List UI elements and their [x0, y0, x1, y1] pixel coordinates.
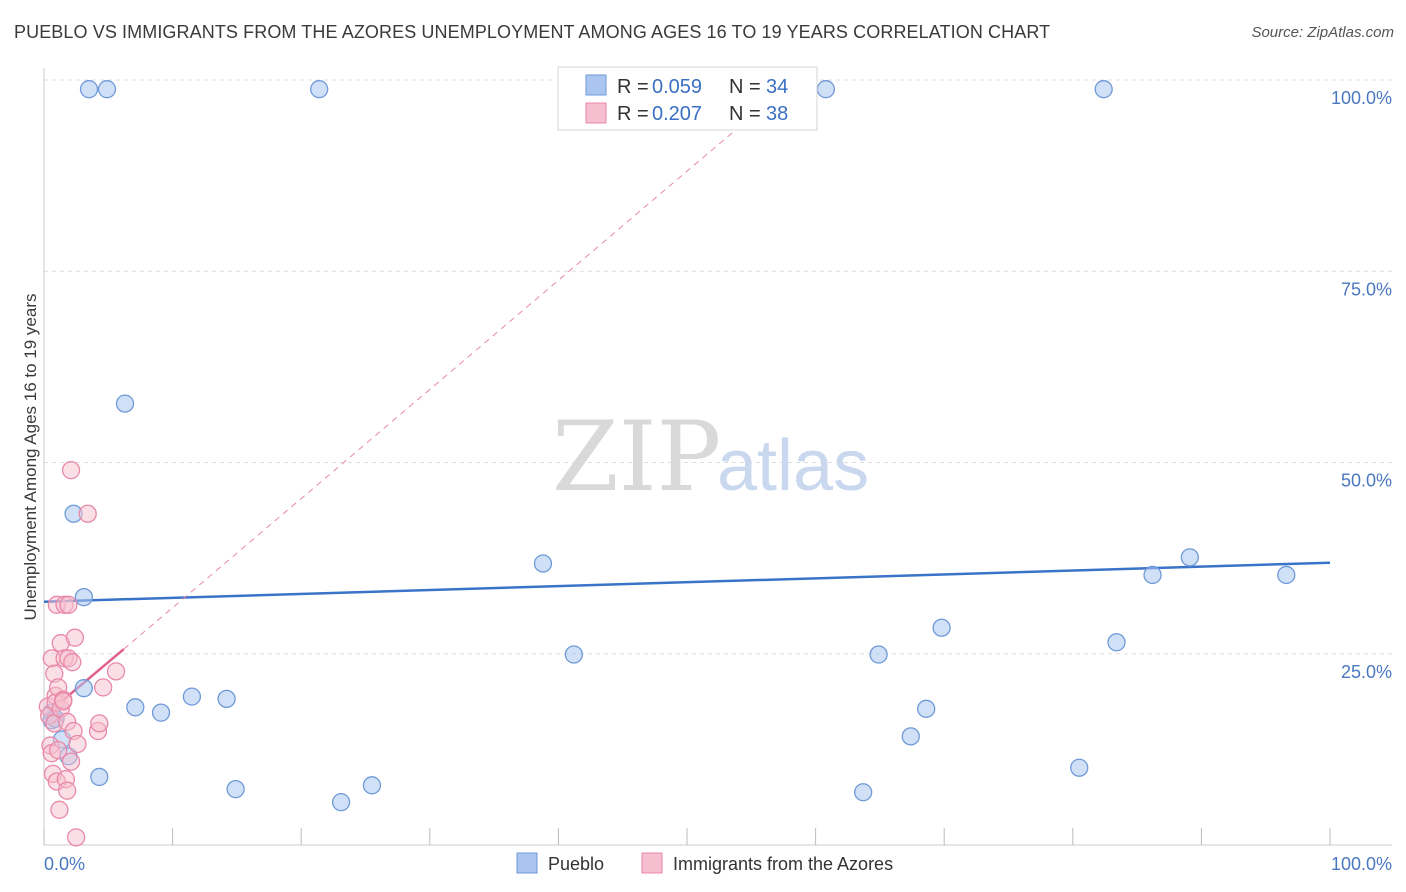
pueblo-point-19 [226, 780, 245, 799]
pueblo-point-22 [533, 554, 553, 573]
azores-n-label: N = [729, 103, 761, 125]
azores-point-22 [57, 781, 77, 800]
pueblo-trend-line [43, 561, 1331, 603]
pueblo-point-21 [362, 776, 382, 795]
pueblo-point-33 [1277, 565, 1296, 585]
azores-point-36 [94, 678, 113, 697]
bottom-legend-pueblo-swatch [516, 852, 538, 874]
data-points [38, 80, 1296, 847]
pueblo-swatch [585, 74, 607, 96]
azores-point-14 [50, 800, 69, 819]
pueblo-point-13 [90, 767, 109, 787]
azores-point-18 [54, 692, 73, 711]
azores-r-value: 0.207 [652, 103, 702, 125]
x-tick-label-max: 100.0% [1331, 854, 1392, 874]
stats-legend: R = 0.059 N = 34 R = 0.207 N = 38 [557, 66, 818, 131]
pueblo-point-26 [901, 727, 920, 746]
azores-point-32 [68, 734, 87, 754]
pueblo-point-30 [1107, 633, 1126, 652]
azores-point-25 [59, 595, 78, 614]
pueblo-n-value: 34 [766, 76, 788, 98]
x-tick-labels: 0.0% 100.0% [44, 854, 1392, 874]
azores-point-28 [63, 653, 82, 672]
source-credit: Source: ZipAtlas.com [1251, 24, 1394, 41]
pueblo-r-value: 0.059 [652, 76, 702, 98]
bottom-legend-azores-swatch [641, 852, 663, 874]
pueblo-point-28 [932, 618, 951, 637]
pueblo-point-0 [79, 80, 99, 99]
pueblo-point-31 [1143, 565, 1162, 585]
y-tick-label-75: 75.0% [1341, 279, 1392, 299]
pueblo-point-12 [74, 679, 94, 698]
azores-point-35 [90, 714, 109, 733]
pueblo-point-11 [74, 587, 94, 607]
azores-point-27 [61, 460, 81, 480]
pueblo-point-27 [917, 699, 936, 718]
azores-swatch [585, 102, 607, 124]
y-tick-label-50: 50.0% [1341, 471, 1392, 491]
azores-r-label: R = [617, 103, 649, 125]
azores-trend-extension [123, 121, 746, 650]
azores-point-37 [106, 662, 126, 681]
bottom-legend: Pueblo Immigrants from the Azores [516, 852, 893, 874]
pueblo-point-1 [97, 80, 117, 99]
y-tick-labels: 25.0% 50.0% 75.0% 100.0% [1331, 88, 1392, 682]
grid-lines [44, 79, 1392, 655]
pueblo-point-16 [151, 703, 171, 722]
bottom-legend-azores: Immigrants from the Azores [673, 854, 893, 874]
pueblo-point-25 [869, 645, 888, 664]
pueblo-point-20 [331, 793, 351, 812]
y-tick-label-100: 100.0% [1331, 88, 1392, 108]
watermark-atlas: atlas [717, 426, 869, 506]
azores-point-30 [65, 628, 85, 647]
azores-n-value: 38 [766, 103, 788, 125]
azores-point-26 [61, 752, 81, 771]
azores-point-33 [78, 504, 97, 523]
pueblo-point-29 [1070, 758, 1089, 777]
x-tick-label-min: 0.0% [44, 854, 85, 874]
bottom-legend-pueblo: Pueblo [548, 854, 604, 874]
pueblo-point-2 [310, 80, 329, 99]
y-axis-label: Unemployment Among Ages 16 to 19 years [21, 294, 40, 621]
azores-point-13 [48, 740, 68, 760]
y-tick-label-25: 25.0% [1341, 662, 1392, 682]
pueblo-point-32 [1180, 548, 1199, 567]
pueblo-point-15 [126, 698, 145, 717]
watermark: ZIP atlas [552, 401, 869, 513]
azores-point-31 [67, 828, 86, 847]
pueblo-point-18 [217, 689, 236, 709]
pueblo-n-label: N = [729, 76, 761, 98]
pueblo-point-14 [115, 394, 135, 413]
pueblo-r-label: R = [617, 76, 649, 98]
pueblo-point-24 [854, 783, 873, 802]
pueblo-point-23 [564, 645, 583, 664]
pueblo-point-3 [816, 80, 836, 99]
watermark-zip: ZIP [552, 401, 721, 513]
pueblo-point-17 [182, 687, 202, 706]
pueblo-point-4 [1094, 80, 1113, 99]
chart-title: PUEBLO VS IMMIGRANTS FROM THE AZORES UNE… [14, 22, 1051, 42]
